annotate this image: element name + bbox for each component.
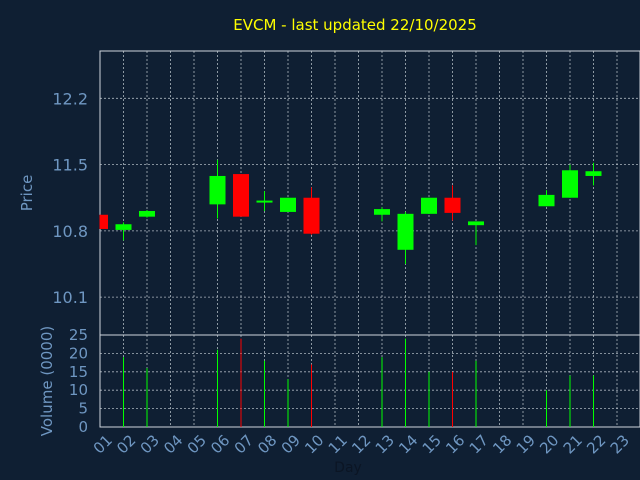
candle-body: [303, 197, 320, 234]
candle-body: [468, 221, 484, 226]
candle-body: [421, 197, 437, 214]
candle-body: [100, 214, 108, 229]
price-tick-label: 12.2: [52, 89, 88, 108]
candle-body: [585, 171, 602, 176]
volume-tick-label: 5: [78, 400, 88, 418]
price-tick-label: 10.1: [52, 288, 88, 307]
candle-body: [562, 170, 578, 198]
price-y-ticks: 10.1 10.8 11.5 12.2: [52, 89, 88, 307]
candle-body: [444, 197, 461, 213]
candle-body: [139, 210, 155, 217]
candle-body: [538, 194, 555, 207]
candles: [99, 159, 602, 264]
candle-body: [397, 213, 414, 250]
candle-body: [115, 224, 132, 230]
volume-tick-label: 15: [69, 363, 88, 381]
candle-body: [374, 209, 390, 215]
volume-tick-label: 20: [69, 344, 88, 362]
candle-body: [256, 200, 273, 203]
candle-body: [233, 174, 249, 217]
price-tick-label: 11.5: [52, 156, 88, 175]
volume-tick-label: 25: [69, 326, 88, 344]
candle-body: [209, 175, 226, 205]
volume-panel-frame: [99, 334, 640, 428]
volume-axis-label: Volume (0000): [38, 326, 56, 436]
volume-bars: [123, 338, 594, 427]
price-tick-label: 10.8: [52, 222, 88, 241]
volume-tick-label: 0: [78, 418, 88, 436]
candle-body: [280, 197, 296, 212]
volume-tick-label: 10: [69, 381, 88, 399]
price-axis-label: Price: [18, 175, 36, 212]
x-axis-label: Day: [334, 460, 362, 476]
x-tick-labels: 0102030405060708091011121314151617181920…: [90, 431, 633, 457]
chart-title: EVCM - last updated 22/10/2025: [233, 16, 477, 34]
